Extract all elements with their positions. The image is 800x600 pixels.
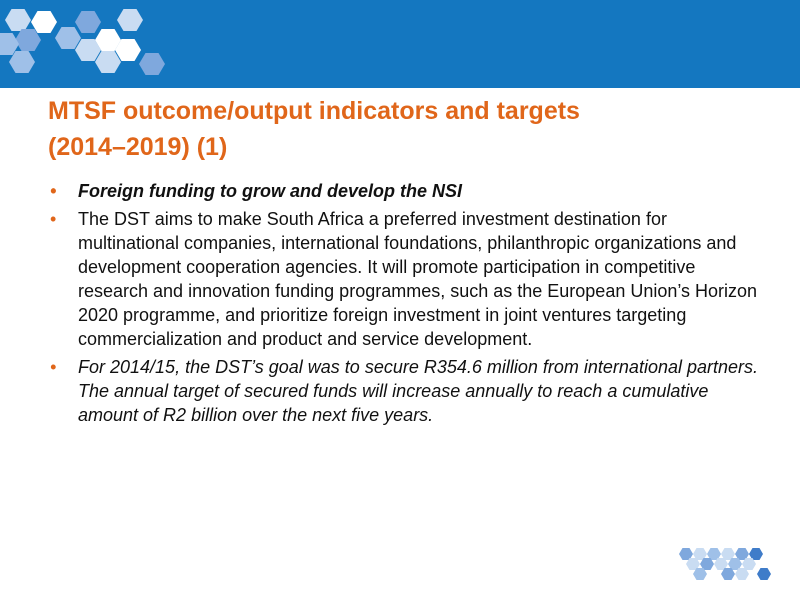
bullet-icon: • (50, 181, 57, 201)
header-band (0, 0, 800, 88)
hexagon-pattern-icon (679, 548, 771, 580)
bullet-item: • The DST aims to make South Africa a pr… (48, 207, 768, 351)
bullet-text: For 2014/15, the DST’s goal was to secur… (78, 357, 759, 425)
hexagon-pattern-icon (0, 9, 165, 75)
slide-title: MTSF outcome/output indicators and targe… (48, 93, 768, 165)
title-line-2: (2014–2019) (1) (48, 133, 228, 161)
bullet-list: • Foreign funding to grow and develop th… (48, 179, 768, 431)
bullet-item: • Foreign funding to grow and develop th… (48, 179, 768, 203)
bullet-text: Foreign funding to grow and develop the … (78, 181, 462, 201)
bullet-text: The DST aims to make South Africa a pref… (78, 209, 758, 349)
bullet-icon: • (50, 209, 57, 229)
bullet-item: • For 2014/15, the DST’s goal was to sec… (48, 355, 768, 427)
bullet-icon: • (50, 357, 57, 377)
title-line-1: MTSF outcome/output indicators and targe… (48, 97, 580, 125)
